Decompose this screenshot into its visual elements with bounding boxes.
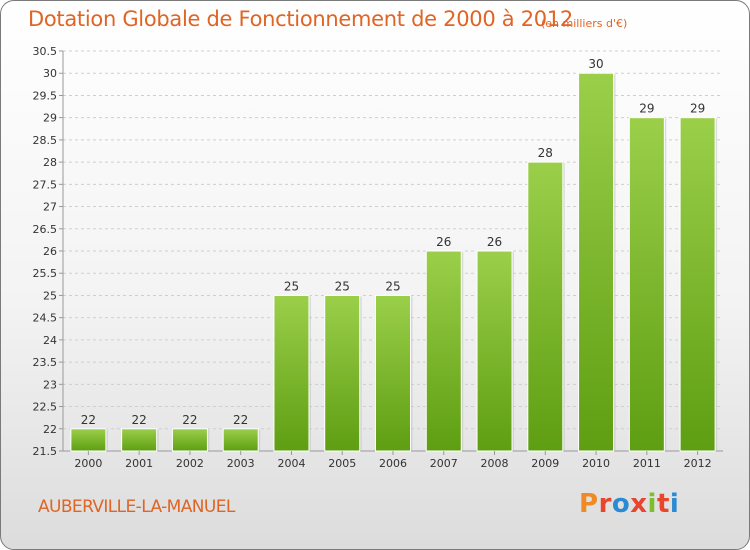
y-tick-label: 30.5 xyxy=(33,45,58,58)
bar-2007 xyxy=(425,250,462,452)
y-tick-label: 27 xyxy=(43,201,57,214)
y-tick-label: 21.5 xyxy=(33,445,58,458)
chart-unit: (en milliers d'€) xyxy=(541,17,628,30)
data-label: 30 xyxy=(588,57,603,71)
bar-2012 xyxy=(679,117,716,452)
data-label: 22 xyxy=(233,413,248,427)
y-tick-label: 24 xyxy=(43,334,57,347)
x-tick-label: 2003 xyxy=(227,457,255,470)
bar-2002 xyxy=(171,428,208,452)
data-label: 22 xyxy=(81,413,96,427)
x-tick-label: 2009 xyxy=(531,457,559,470)
bar-2011 xyxy=(628,117,665,452)
data-label: 29 xyxy=(690,102,705,116)
y-tick-label: 22 xyxy=(43,423,57,436)
y-tick-label: 28 xyxy=(43,156,57,169)
data-label: 22 xyxy=(132,413,147,427)
y-tick-label: 23.5 xyxy=(33,356,58,369)
x-tick-label: 2004 xyxy=(277,457,305,470)
y-tick-label: 28.5 xyxy=(33,134,58,147)
bar-2008 xyxy=(476,250,513,452)
bar-2009 xyxy=(527,161,564,452)
data-label: 22 xyxy=(182,413,197,427)
x-tick-label: 2002 xyxy=(176,457,204,470)
logo-letter: r xyxy=(598,489,612,519)
x-tick-label: 2010 xyxy=(582,457,610,470)
x-tick-label: 2001 xyxy=(125,457,153,470)
commune-name: AUBERVILLE-LA-MANUEL xyxy=(38,497,235,517)
x-tick-label: 2000 xyxy=(74,457,102,470)
bars xyxy=(70,72,718,452)
y-tick-label: 25 xyxy=(43,289,57,302)
y-tick-label: 24.5 xyxy=(33,312,58,325)
y-tick-label: 26.5 xyxy=(33,223,58,236)
x-tick-label: 2007 xyxy=(430,457,458,470)
x-tick-label: 2005 xyxy=(328,457,356,470)
chart-title: Dotation Globale de Fonctionnement de 20… xyxy=(28,7,573,31)
bar-2006 xyxy=(375,294,411,452)
logo-letter: i xyxy=(647,489,657,519)
y-tick-label: 23 xyxy=(43,378,57,391)
bar-2004 xyxy=(273,294,310,452)
bar-2010 xyxy=(578,72,615,452)
logo-letter: P xyxy=(579,489,599,519)
proxiti-logo[interactable]: Proxiti xyxy=(579,489,679,519)
logo-letter: o xyxy=(611,489,631,519)
y-tick-label: 27.5 xyxy=(33,178,58,191)
y-tick-label: 30 xyxy=(43,67,57,80)
logo-letter: i xyxy=(669,489,680,519)
y-tick-label: 26 xyxy=(43,245,57,258)
logo-letter: t xyxy=(656,489,670,519)
y-tick-label: 22.5 xyxy=(33,401,58,414)
bar-2005 xyxy=(324,294,361,452)
data-label: 26 xyxy=(436,235,451,249)
bar-2001 xyxy=(121,428,158,452)
data-labels: 22 22 22 22 25 25 25 26 26 28 30 29 29 xyxy=(81,57,706,427)
bar-2003 xyxy=(222,428,259,452)
y-tick-label: 29 xyxy=(43,112,57,125)
data-label: 26 xyxy=(487,235,502,249)
data-label: 25 xyxy=(385,279,400,293)
data-label: 29 xyxy=(639,102,654,116)
y-axis-ticks: 21.5 22 22.5 23 23.5 24 24.5 25 25.5 26 26.5 27 27.5… xyxy=(33,45,63,458)
y-tick-label: 29.5 xyxy=(33,89,58,102)
data-label: 25 xyxy=(335,279,350,293)
data-label: 25 xyxy=(284,279,299,293)
x-axis-ticks: 2000 2001 2002 2003 2004 2005 2006 2007 2008 2009… xyxy=(74,451,712,470)
x-tick-label: 2011 xyxy=(633,457,661,470)
x-tick-label: 2012 xyxy=(684,457,712,470)
logo-letter: x xyxy=(630,489,648,519)
bar-2000 xyxy=(70,428,107,452)
x-tick-label: 2008 xyxy=(481,457,509,470)
data-label: 28 xyxy=(538,146,553,160)
y-tick-label: 25.5 xyxy=(33,267,58,280)
x-tick-label: 2006 xyxy=(379,457,407,470)
